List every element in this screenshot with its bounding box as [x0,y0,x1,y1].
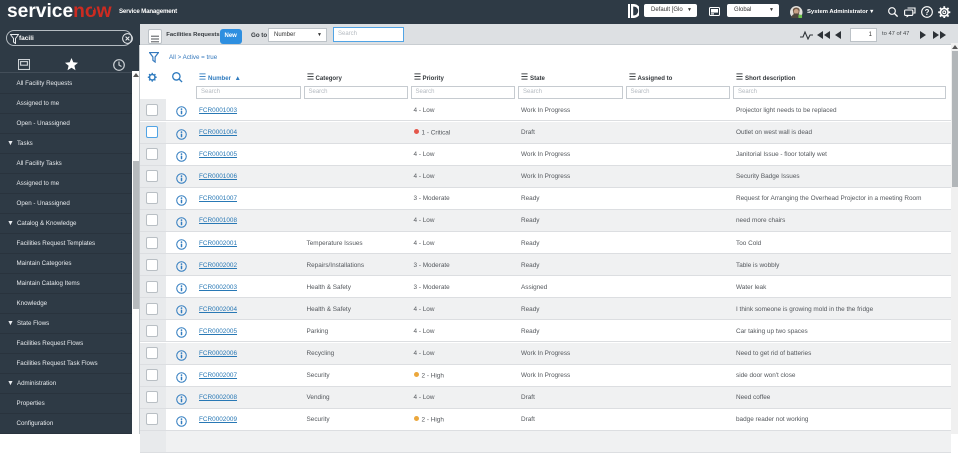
svg-text:?: ? [924,8,929,17]
